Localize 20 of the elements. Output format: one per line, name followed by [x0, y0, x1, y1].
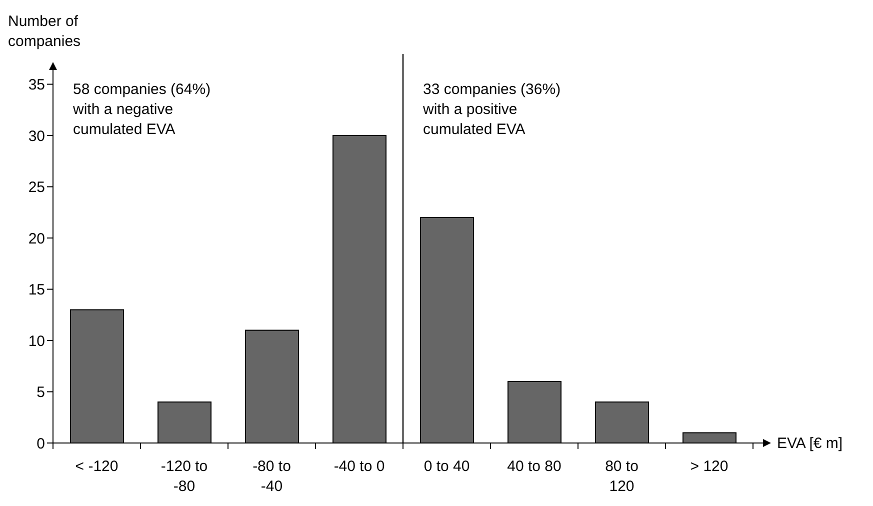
- x-axis-title: EVA [€ m]: [777, 435, 843, 452]
- y-tick-label: 10: [28, 332, 45, 350]
- x-tick-label: 0 to 40: [424, 458, 470, 475]
- y-tick-label: 0: [36, 435, 45, 452]
- y-tick-label: 15: [28, 282, 45, 299]
- y-tick-label: 20: [28, 230, 45, 248]
- y-tick-label: 35: [28, 76, 45, 94]
- annotation: 33 companies (36%) with a positive cumulated EVA: [422, 81, 561, 138]
- x-tick-label: -80 to -40: [252, 458, 291, 495]
- y-tick-label: 5: [36, 384, 45, 402]
- x-tick-label: > 120: [690, 458, 728, 475]
- y-tick-label: 25: [28, 179, 45, 196]
- x-tick-label: -120 to -80: [160, 458, 208, 495]
- y-tick-label: 30: [28, 128, 45, 145]
- x-tick-label: < -120: [75, 458, 118, 475]
- annotation: 58 companies (64%) with a negative cumulated EVA: [72, 81, 211, 138]
- x-tick-label: 40 to 80: [507, 458, 562, 475]
- x-tick-label: 80 to 120: [605, 458, 638, 495]
- y-axis-title: Number of companies: [8, 13, 81, 50]
- x-tick-label: -40 to 0: [334, 458, 385, 475]
